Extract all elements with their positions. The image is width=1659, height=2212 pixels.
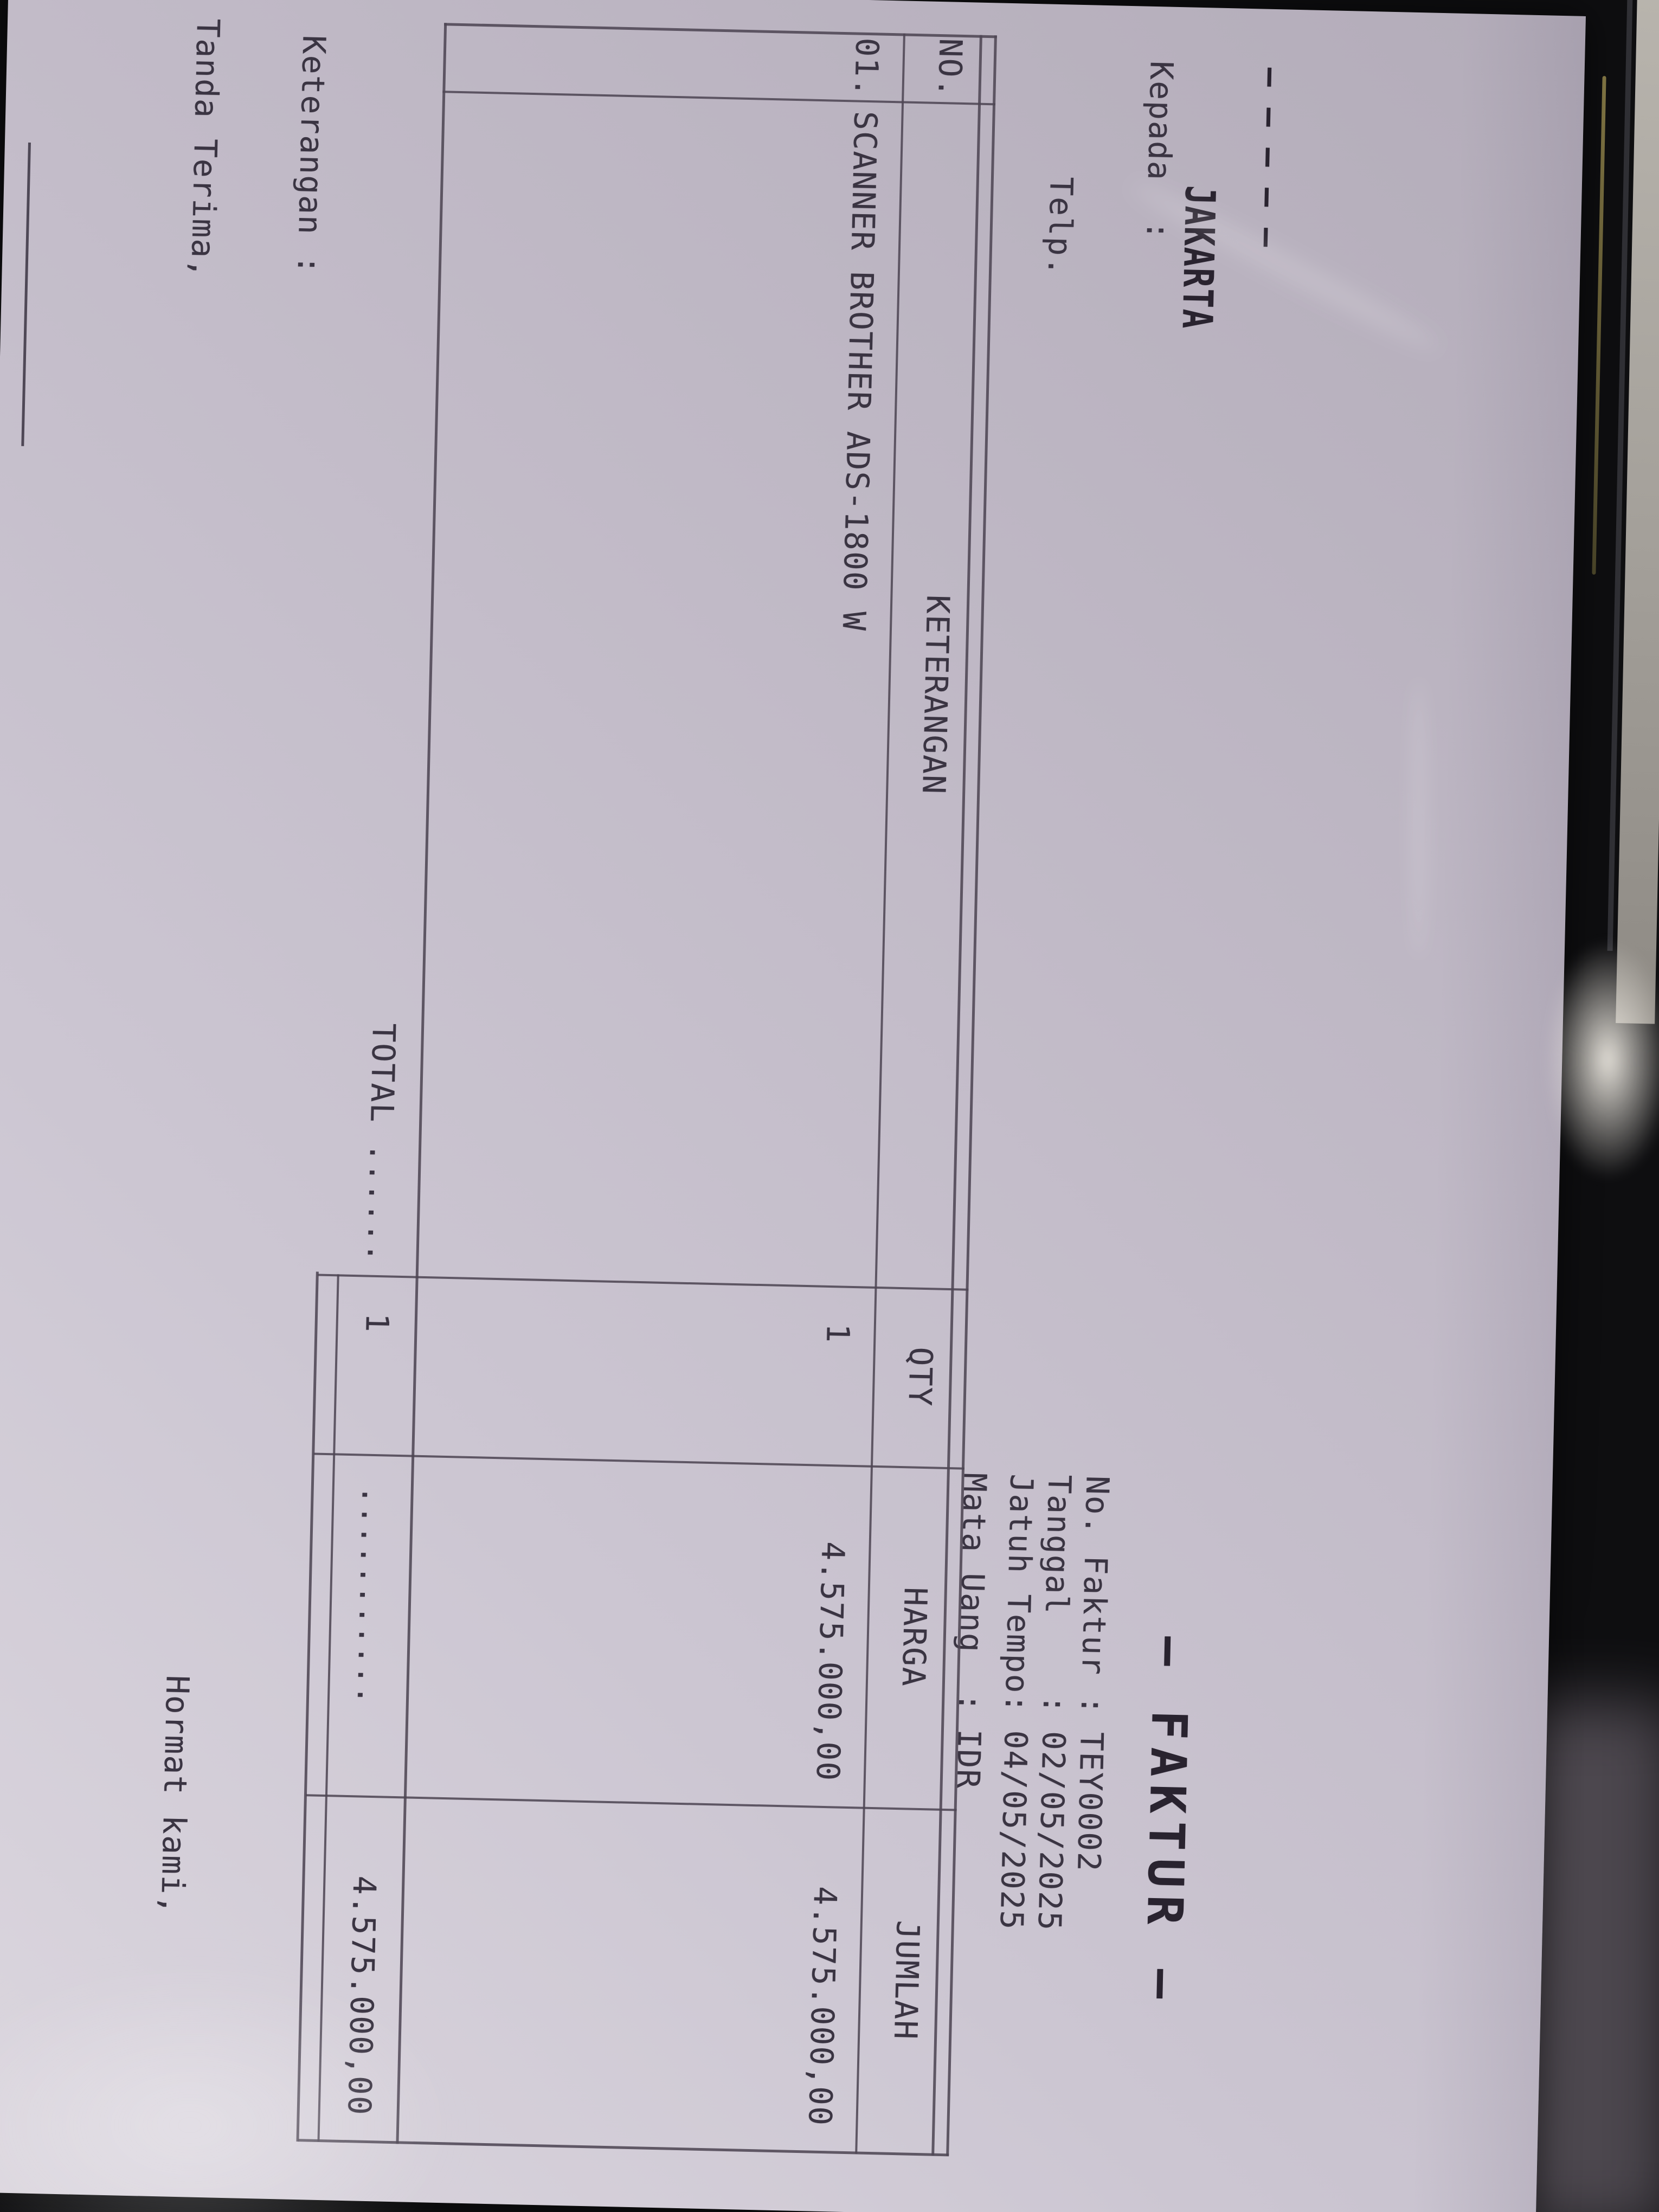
telp-label: Telp. <box>1040 176 1081 278</box>
hormat-kami-label: Hormat kami, <box>153 1675 196 1916</box>
light-glare <box>1544 941 1659 1179</box>
dark-object-glint <box>1592 76 1606 575</box>
table-col-line-qty <box>411 1455 964 1470</box>
item-harga: 4.575.000,00 <box>809 1541 852 1782</box>
total-qty: 1 <box>358 1313 396 1334</box>
table-col-line-harga <box>403 1796 957 1811</box>
corner-highlight <box>0 1963 461 2212</box>
col-header-qty: QTY <box>901 1346 940 1407</box>
table-right-border <box>396 2141 949 2157</box>
col-header-jumlah: JUMLAH <box>886 1920 927 2041</box>
paper-crease <box>1410 678 1428 960</box>
table-col-line-keterangan <box>415 1276 969 1291</box>
total-dots: ........... <box>350 1485 392 1706</box>
col-header-no: NO. <box>931 37 969 99</box>
signature-line-left <box>21 142 31 446</box>
item-description: SCANNER BROTHER ADS-1800 W <box>835 111 884 632</box>
desk-light-strip <box>1616 0 1659 1024</box>
total-band-col-line-qty <box>313 1452 415 1457</box>
total-band-left-line <box>317 1274 419 1278</box>
keterangan-label: Keterangan : <box>290 35 333 276</box>
item-qty: 1 <box>819 1323 857 1345</box>
tanda-terima-label: Tanda Terima, <box>184 18 227 279</box>
item-no: 01. <box>847 37 886 99</box>
total-label: TOTAL ...... <box>360 1023 403 1264</box>
item-jumlah: 4.575.000,00 <box>801 1886 844 2127</box>
table-col-line-no <box>442 91 996 106</box>
table-left-border <box>444 23 997 38</box>
invoice-sheet: — — — — — JAKARTA Kepada : Telp. — FAKTU… <box>0 0 1586 2212</box>
